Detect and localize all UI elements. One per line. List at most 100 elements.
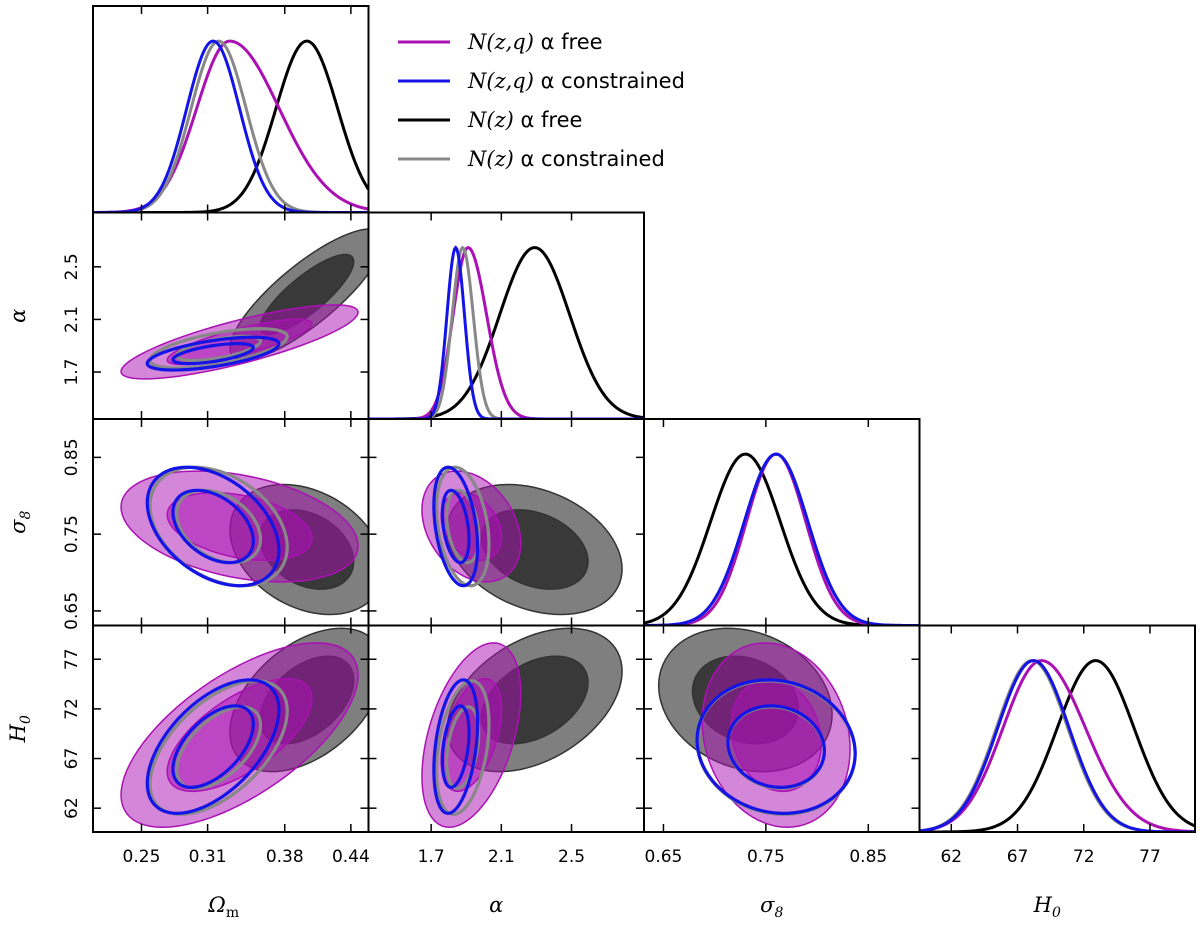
- x-tick-label-H0: 72: [1073, 847, 1095, 867]
- contour-outline-95-1414e6-Om-alpha: [145, 335, 281, 372]
- y-tick-label-alpha: 1.7: [62, 359, 82, 386]
- axis-title-sub: 0: [1052, 905, 1061, 921]
- x-axis-title-s8: σ8: [760, 893, 783, 921]
- x-tick-label-alpha: 2.5: [558, 847, 585, 867]
- y-tick-label-s8: 0.75: [62, 515, 82, 553]
- y-tick-label-alpha: 2.5: [62, 253, 82, 280]
- marginal-curve-aa10b4-s8: [644, 452, 920, 626]
- contour-outline-95-888888-alpha-s8: [434, 465, 491, 588]
- x-tick-label-group: 67: [1007, 847, 1029, 867]
- x-tick-label-group: 0.65: [645, 847, 683, 867]
- contour-outline-95-1414e6-Om-H0: [145, 678, 281, 815]
- contour-outline-95-1414e6-alpha-s8: [432, 465, 480, 588]
- x-tick-label-group: 2.5: [558, 847, 585, 867]
- marginal-curve-1414e6-s8: [644, 452, 920, 626]
- legend-text: α free: [514, 108, 583, 132]
- x-tick-label-group: 62: [940, 847, 962, 867]
- y-tick-label-group: 2.1: [62, 306, 82, 333]
- x-tick-label-s8: 0.75: [747, 847, 785, 867]
- axis-title-main: σ: [760, 893, 775, 917]
- contour-fills: [120, 228, 851, 828]
- legend-label-1: N(z,q) α constrained: [467, 69, 685, 93]
- x-tick-label-alpha: 2.1: [488, 847, 515, 867]
- y-tick-label-H0: 67: [62, 748, 82, 770]
- marginal-curve-aa10b4-Om: [93, 39, 369, 213]
- x-tick-label-group: 2.1: [488, 847, 515, 867]
- y-tick-label-alpha: 2.1: [62, 306, 82, 333]
- contour-outline-95-888888-alpha-H0: [434, 679, 491, 816]
- y-axis-title-H0: H0: [6, 715, 34, 743]
- contour-outline-68-1414e6-s8-H0: [726, 704, 826, 789]
- x-tick-label-Om: 0.31: [189, 847, 227, 867]
- tick-marks: 0.25 0.31 0.38 0.44 1.7 2.1 2.5 0.65 0.75 0.85 62 6…: [62, 6, 1161, 867]
- x-tick-label-group: 72: [1073, 847, 1095, 867]
- x-tick-label-alpha: 1.7: [418, 847, 445, 867]
- x-tick-label-group: 0.38: [266, 847, 304, 867]
- x-axis-title-H0: H0: [1033, 893, 1061, 921]
- marginal-curve-000000-s8: [644, 452, 920, 626]
- marginal-curve-000000-alpha: [368, 246, 644, 419]
- x-axis-title-alpha: α: [489, 893, 503, 917]
- axis-title-sub: 8: [18, 511, 34, 520]
- axis-title-main: H: [6, 723, 30, 743]
- contour-outline-95-1414e6-s8-H0: [695, 678, 857, 815]
- x-tick-label-s8: 0.65: [645, 847, 683, 867]
- y-tick-label-s8: 0.85: [62, 438, 82, 476]
- axis-title-main: α: [6, 309, 30, 323]
- contour-outline-68-1414e6-Om-s8: [171, 488, 255, 565]
- y-axis-title-alpha: α: [6, 309, 30, 323]
- panel-frames: [92, 5, 1196, 833]
- y-tick-label-group: 72: [62, 698, 82, 720]
- y-tick-label-group: 2.5: [62, 253, 82, 280]
- panel-frame-0-0: [92, 5, 370, 214]
- y-tick-label-H0: 72: [62, 698, 82, 720]
- y-axis-title-s8: σ8: [6, 511, 34, 534]
- legend-label-2: N(z) α free: [467, 108, 582, 132]
- contour-outline-68-1414e6-Om-H0: [171, 704, 255, 789]
- panel-frame-3-3: [918, 624, 1196, 833]
- x-tick-label-s8: 0.85: [849, 847, 887, 867]
- y-tick-label-group: 0.85: [62, 438, 82, 476]
- legend-text: α constrained: [514, 147, 665, 171]
- legend-text: α free: [534, 30, 603, 54]
- legend-math: N(z): [467, 108, 514, 132]
- x-tick-label-H0: 62: [940, 847, 962, 867]
- x-tick-label-group: 0.85: [849, 847, 887, 867]
- marginal-curve-000000-Om: [93, 39, 369, 213]
- y-tick-label-H0: 62: [62, 797, 82, 819]
- axis-title-main: H: [1033, 893, 1053, 917]
- x-axis-title-Om: Ωm: [207, 893, 239, 921]
- contour-outline-68-1414e6-alpha-H0: [440, 704, 471, 789]
- x-tick-label-H0: 77: [1139, 847, 1161, 867]
- legend-text: α constrained: [534, 69, 685, 93]
- legend-label-3: N(z) α constrained: [467, 147, 665, 171]
- y-tick-label-group: 0.75: [62, 515, 82, 553]
- y-tick-label-H0: 77: [62, 648, 82, 670]
- marginal-curve-aa10b4-H0: [919, 659, 1195, 832]
- marginal-curve-888888-s8: [644, 452, 920, 626]
- contour-outline-95-1414e6-alpha-H0: [432, 678, 480, 815]
- contour-68-aa10b4-Om-H0: [166, 678, 313, 793]
- y-tick-label-group: 77: [62, 648, 82, 670]
- x-tick-label-group: 1.7: [418, 847, 445, 867]
- axis-title-main: σ: [6, 519, 30, 534]
- x-tick-label-group: 0.75: [747, 847, 785, 867]
- y-tick-label-group: 62: [62, 797, 82, 819]
- axis-title-main: Ω: [207, 893, 225, 917]
- x-tick-label-Om: 0.25: [123, 847, 161, 867]
- x-tick-label-H0: 67: [1007, 847, 1029, 867]
- y-tick-label-group: 0.65: [62, 592, 82, 630]
- y-tick-label-group: 67: [62, 748, 82, 770]
- contour-outline-95-1414e6-Om-s8: [145, 465, 281, 588]
- legend-math: N(z,q): [467, 30, 534, 54]
- axis-title-sub: 8: [774, 905, 783, 921]
- legend-math: N(z): [467, 147, 514, 171]
- legend-label-0: N(z,q) α free: [467, 30, 603, 54]
- x-tick-label-group: 0.31: [189, 847, 227, 867]
- legend-math: N(z,q): [467, 69, 534, 93]
- panel-frame-1-1: [367, 211, 645, 420]
- marginal-curve-888888-H0: [919, 659, 1195, 832]
